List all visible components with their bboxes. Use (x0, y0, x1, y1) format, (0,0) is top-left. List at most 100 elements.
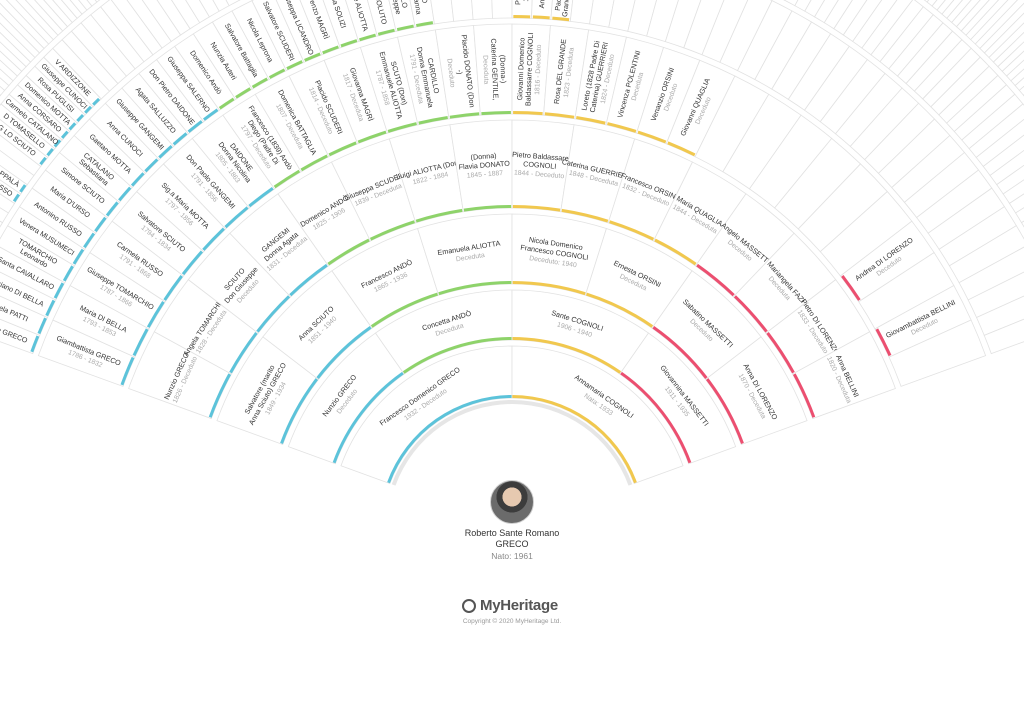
lineage-color-band (268, 68, 286, 79)
lineage-color-band (396, 24, 414, 32)
lineage-color-band (667, 141, 696, 157)
ancestor-dates: 1844 - Deceduto (514, 169, 565, 180)
lineage-color-band (45, 299, 56, 317)
lineage-color-band (105, 201, 119, 217)
lineage-color-band (544, 112, 575, 119)
myheritage-logo-icon (462, 598, 476, 613)
ancestor-dates: Deceduta (455, 252, 485, 263)
lineage-color-band (322, 45, 339, 55)
ancestor-dates: 1845 - 1887 (467, 170, 504, 180)
lineage-color-band (273, 169, 301, 189)
ancestor-label: Pietro (Di Nicola1788) Cognoli (513, 0, 531, 5)
lineage-color-band (418, 116, 448, 125)
lineage-color-band (841, 275, 861, 301)
lineage-color-band (248, 187, 274, 208)
lineage-color-band (304, 52, 321, 62)
lineage-color-band (202, 227, 225, 251)
lineage-color-band (576, 116, 606, 125)
lineage-color-band (654, 238, 697, 266)
ancestor-label: (Donna-)Caterina GENTILE,Deceduta (481, 38, 508, 100)
ancestor-cell[interactable] (619, 332, 737, 465)
lineage-color-band (532, 15, 550, 20)
empty-ancestor-cell (888, 319, 987, 387)
lineage-color-band (513, 15, 531, 19)
ancestor-name: CARDILLO (394, 0, 410, 9)
ancestor-cell[interactable] (792, 331, 896, 420)
lineage-color-band (513, 111, 543, 116)
lineage-color-band (172, 132, 188, 146)
ancestor-name: Caterina GENTILE, (489, 38, 500, 100)
lineage-color-band (512, 281, 586, 296)
lineage-color-band (218, 97, 235, 110)
lineage-color-band (256, 295, 291, 333)
lineage-color-band (62, 265, 74, 282)
root-person-photo (490, 480, 534, 524)
lineage-color-band (229, 332, 258, 374)
ancestor-name: Flavia DONATO (458, 159, 510, 172)
ancestor-name: Baldassarre COGNOLI (523, 32, 535, 106)
ancestor-name: (Donna-) (498, 55, 508, 84)
ancestor-name: (Donna) (470, 151, 497, 162)
lineage-color-band (46, 147, 54, 157)
lineage-color-band (208, 373, 232, 418)
lineage-color-band (792, 373, 816, 418)
lineage-color-band (118, 186, 132, 202)
lineage-color-band (561, 208, 609, 223)
ancestor-dates: 1816 - Deceduto (534, 44, 543, 95)
lineage-color-band (12, 193, 20, 203)
ancestor-cell[interactable] (511, 345, 684, 485)
lineage-color-band (144, 158, 159, 173)
lineage-color-band (120, 356, 135, 386)
ancestor-name: COGNOLI (523, 159, 557, 171)
copyright-notice: Copyright © 2020 MyHeritage Ltd. (462, 618, 562, 625)
lineage-color-band (84, 105, 93, 114)
empty-ancestor-cell (983, 318, 1024, 355)
ancestor-name: MANNINO (415, 0, 430, 4)
lineage-color-band (68, 122, 77, 131)
lineage-color-band (327, 238, 370, 266)
lineage-color-band (705, 378, 744, 444)
ancestor-dates: Deceduto (445, 58, 455, 88)
ancestor-name: -) (455, 69, 464, 75)
lineage-color-band (19, 184, 27, 193)
lineage-color-band (766, 332, 795, 374)
lineage-color-band (357, 130, 387, 144)
lineage-color-band (359, 33, 377, 42)
lineage-color-band (146, 301, 165, 328)
ancestor-name: 1788) Cognoli (521, 0, 531, 2)
lineage-color-band (39, 156, 47, 166)
lineage-color-band (53, 139, 62, 148)
ancestor-name: Antonia Sermanni (537, 0, 549, 9)
lineage-color-band (733, 295, 768, 333)
root-person-name: Roberto Sante Romano (464, 528, 560, 538)
root-person-status: Nato: 1961 (491, 551, 533, 561)
lineage-color-band (512, 395, 637, 484)
lineage-color-band (130, 172, 145, 187)
lineage-color-band (387, 122, 417, 133)
lineage-color-band (300, 154, 328, 172)
lineage-color-band (481, 111, 511, 116)
lineage-color-band (72, 248, 85, 265)
lineage-color-band (377, 28, 395, 36)
lineage-color-band (463, 205, 512, 212)
lineage-color-band (235, 87, 252, 99)
lineage-color-band (387, 395, 512, 484)
root-person-card[interactable]: Roberto Sante Romano GRECO Nato: 1961 (444, 468, 580, 562)
lineage-color-band (37, 317, 47, 335)
empty-ancestor-cell (1020, 220, 1024, 228)
lineage-color-band (224, 206, 249, 229)
lineage-color-band (449, 112, 480, 119)
empty-ancestor-cell (94, 0, 101, 3)
ancestor-name: Giovanni Domenico (515, 37, 526, 100)
lineage-color-band (289, 263, 328, 297)
ancestor-label: Antonia Sermanni (537, 0, 549, 9)
lineage-color-band (340, 39, 358, 48)
lineage-color-band (585, 292, 654, 328)
empty-ancestor-cell (491, 0, 513, 19)
lineage-color-band (607, 122, 637, 133)
